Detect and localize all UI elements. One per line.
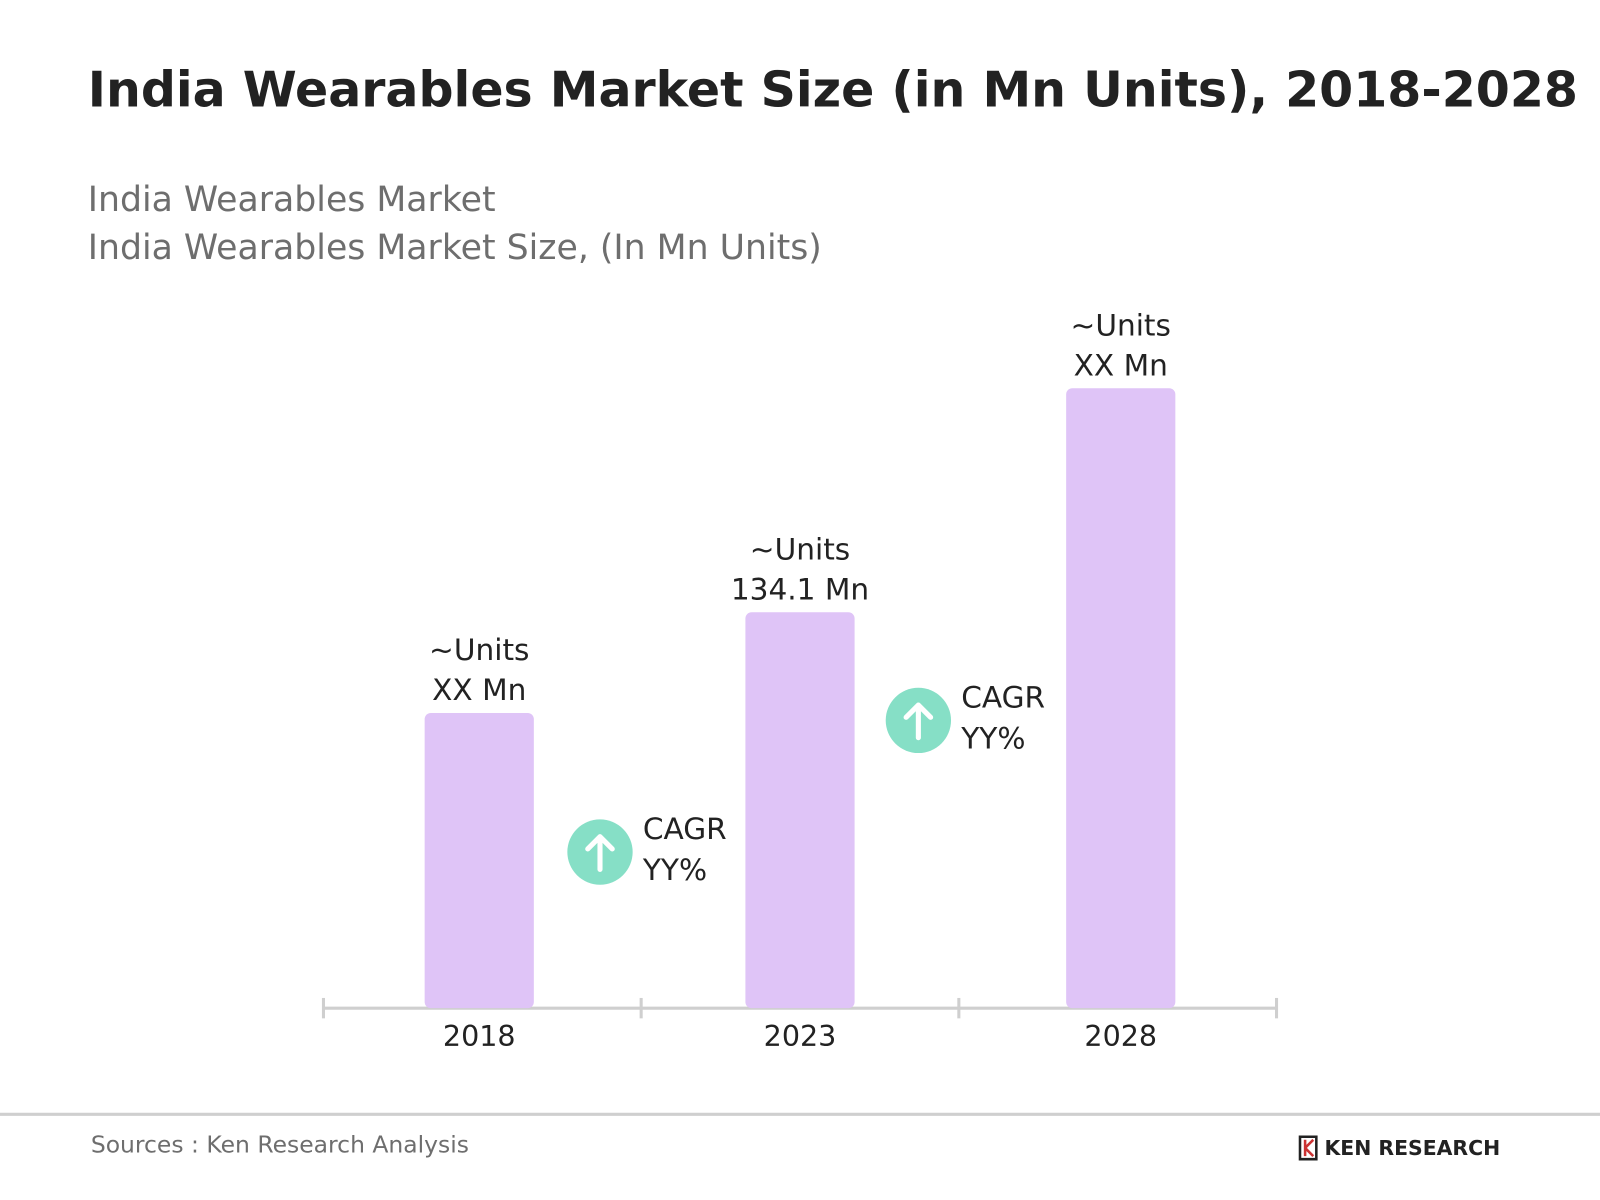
cagr-label: YY% (960, 721, 1025, 755)
cagr-label: CAGR (961, 680, 1045, 714)
value-label: XX Mn (1074, 348, 1168, 382)
subtitle: India Wearables Market Size, (In Mn Unit… (88, 228, 822, 268)
cagr-label: CAGR (643, 812, 727, 846)
cagr-arrow (903, 702, 934, 741)
x-tick-label: 2028 (1084, 1019, 1157, 1053)
source: Sources : Ken Research Analysis (91, 1130, 469, 1158)
value-label: ~Units (1071, 309, 1171, 343)
value-label: ~Units (750, 533, 850, 567)
cagr-arrow (585, 834, 615, 872)
logo-icon (1298, 1135, 1318, 1161)
chart-title: India Wearables Market Size (in Mn Units… (88, 61, 1578, 118)
value-label: 134.1 Mn (731, 572, 869, 606)
logo-icon (1303, 1138, 1315, 1158)
bar (1066, 388, 1176, 1009)
value-label: XX Mn (432, 673, 526, 707)
brand-logo: KEN RESEARCH (1298, 1135, 1500, 1161)
value-label: ~Units (429, 633, 529, 667)
x-tick-label: 2023 (764, 1019, 837, 1053)
brand: KEN RESEARCH (1324, 1136, 1500, 1160)
subtitle: India Wearables Market (88, 180, 496, 220)
cagr-label: YY% (642, 853, 707, 887)
bar (745, 612, 855, 1009)
x-tick-label: 2018 (443, 1019, 516, 1053)
bar (424, 712, 534, 1009)
